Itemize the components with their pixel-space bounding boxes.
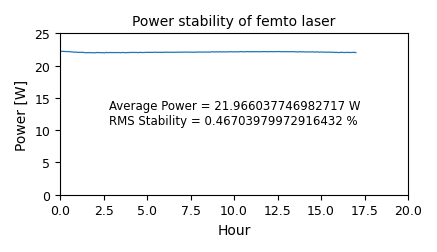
Text: Average Power = 21.966037746982717 W
RMS Stability = 0.46703979972916432 %: Average Power = 21.966037746982717 W RMS… xyxy=(109,100,361,128)
Title: Power stability of femto laser: Power stability of femto laser xyxy=(132,15,336,29)
Y-axis label: Power [W]: Power [W] xyxy=(15,79,29,150)
X-axis label: Hour: Hour xyxy=(218,223,251,237)
